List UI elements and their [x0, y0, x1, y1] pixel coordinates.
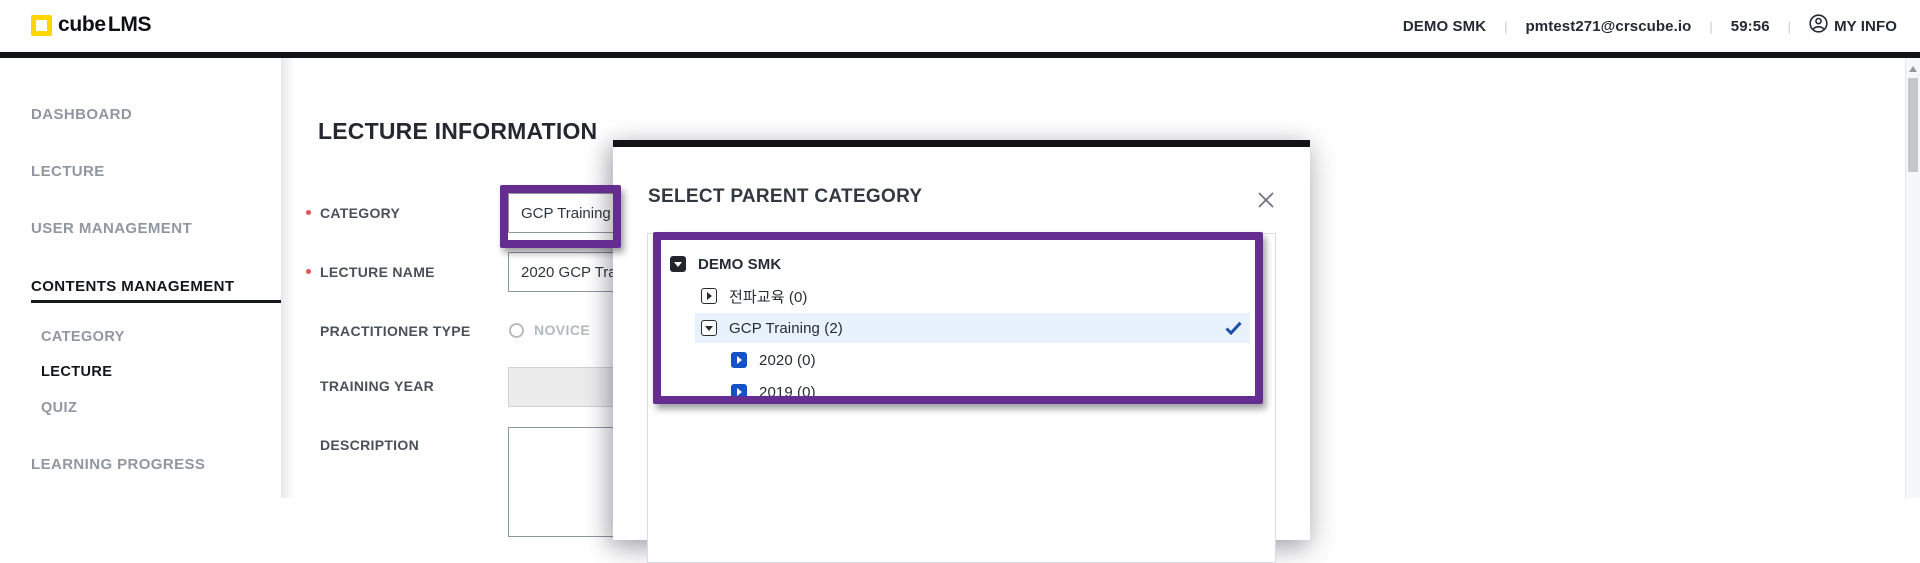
tree-row-2019[interactable]: 2019 (0): [648, 376, 1275, 408]
session-timer: 59:56: [1730, 17, 1770, 35]
tree-node-label[interactable]: GCP Training (2): [729, 319, 843, 337]
sidebar-subitem-category[interactable]: CATEGORY: [41, 329, 125, 345]
header-user-area: DEMO SMK | pmtest271@crscube.io | 59:56 …: [1403, 0, 1897, 52]
tree-node-label[interactable]: DEMO SMK: [698, 255, 782, 273]
scroll-up-icon[interactable]: [1909, 66, 1917, 72]
account-name: DEMO SMK: [1402, 17, 1487, 35]
tree-node-label[interactable]: 2020 (0): [759, 351, 816, 369]
description-label: DESCRIPTION: [320, 437, 419, 453]
tree-row-gcp-training[interactable]: GCP Training (2): [648, 312, 1275, 344]
lecture-name-label: LECTURE NAME: [320, 264, 435, 280]
page-title: LECTURE INFORMATION: [318, 118, 598, 144]
novice-radio[interactable]: [509, 322, 524, 338]
app-logo[interactable]: cube LMS: [31, 13, 152, 37]
logo-square-icon: [31, 14, 52, 36]
user-email: pmtest271@crscube.io: [1525, 17, 1692, 35]
person-icon: [1809, 14, 1828, 38]
header-divider: |: [1709, 18, 1713, 34]
tree-row-demo-smk[interactable]: DEMO SMK: [648, 248, 1275, 280]
header-rule: [0, 52, 1920, 58]
collapse-expanded-icon[interactable]: [701, 320, 717, 336]
sidebar-item-learning-progress[interactable]: LEARNING PROGRESS: [31, 456, 206, 473]
novice-radio-label: NOVICE: [534, 322, 591, 338]
header-divider: |: [1504, 18, 1508, 34]
practitioner-type-label: PRACTITIONER TYPE: [320, 323, 471, 339]
my-info-label: MY INFO: [1834, 17, 1897, 35]
vertical-scrollbar[interactable]: [1905, 58, 1920, 498]
required-marker: [306, 269, 311, 274]
sidebar-subitem-quiz[interactable]: QUIZ: [41, 400, 78, 416]
sidebar-item-user-management[interactable]: USER MANAGEMENT: [31, 220, 193, 237]
required-marker: [306, 210, 311, 215]
sidebar-item-lecture[interactable]: LECTURE: [31, 163, 105, 180]
close-icon[interactable]: [1255, 189, 1277, 211]
sidebar-item-dashboard[interactable]: DASHBOARD: [31, 106, 133, 123]
expand-collapsed-icon[interactable]: [731, 352, 747, 368]
collapse-expanded-icon[interactable]: [670, 256, 686, 272]
category-label: CATEGORY: [320, 205, 401, 221]
sidebar-subitem-lecture[interactable]: LECTURE: [41, 364, 113, 380]
category-tree: DEMO SMK 전파교육 (0) GCP Training (2) 2020 …: [647, 233, 1276, 563]
scrollbar-thumb[interactable]: [1908, 78, 1918, 172]
checkmark-icon: [1225, 321, 1242, 340]
tree-node-label[interactable]: 전파교육 (0): [729, 288, 808, 306]
app-header: cube LMS DEMO SMK | pmtest271@crscube.io…: [0, 0, 1920, 52]
my-info-button[interactable]: MY INFO: [1809, 14, 1897, 38]
modal-title: SELECT PARENT CATEGORY: [648, 186, 923, 207]
training-year-label: TRAINING YEAR: [320, 378, 435, 394]
expand-collapsed-icon[interactable]: [731, 384, 747, 400]
active-section-underline: [31, 300, 281, 303]
select-parent-category-modal: SELECT PARENT CATEGORY DEMO SMK 전파교육 (0)…: [613, 140, 1310, 563]
logo-text-cube: cube: [58, 13, 106, 36]
expand-collapsed-icon[interactable]: [701, 288, 717, 304]
selected-row-highlight: [695, 313, 1250, 343]
tree-row-2020[interactable]: 2020 (0): [648, 344, 1275, 376]
logo-text-lms: LMS: [107, 13, 152, 36]
sidebar-item-contents-management[interactable]: CONTENTS MANAGEMENT: [31, 278, 235, 295]
practitioner-type-radio-group: NOVICE: [509, 322, 590, 338]
tree-node-label[interactable]: 2019 (0): [759, 383, 816, 401]
tree-row-jeonpa[interactable]: 전파교육 (0): [648, 280, 1275, 312]
header-divider: |: [1787, 18, 1792, 34]
sidebar-nav: DASHBOARD LECTURE USER MANAGEMENT CONTEN…: [0, 58, 282, 498]
